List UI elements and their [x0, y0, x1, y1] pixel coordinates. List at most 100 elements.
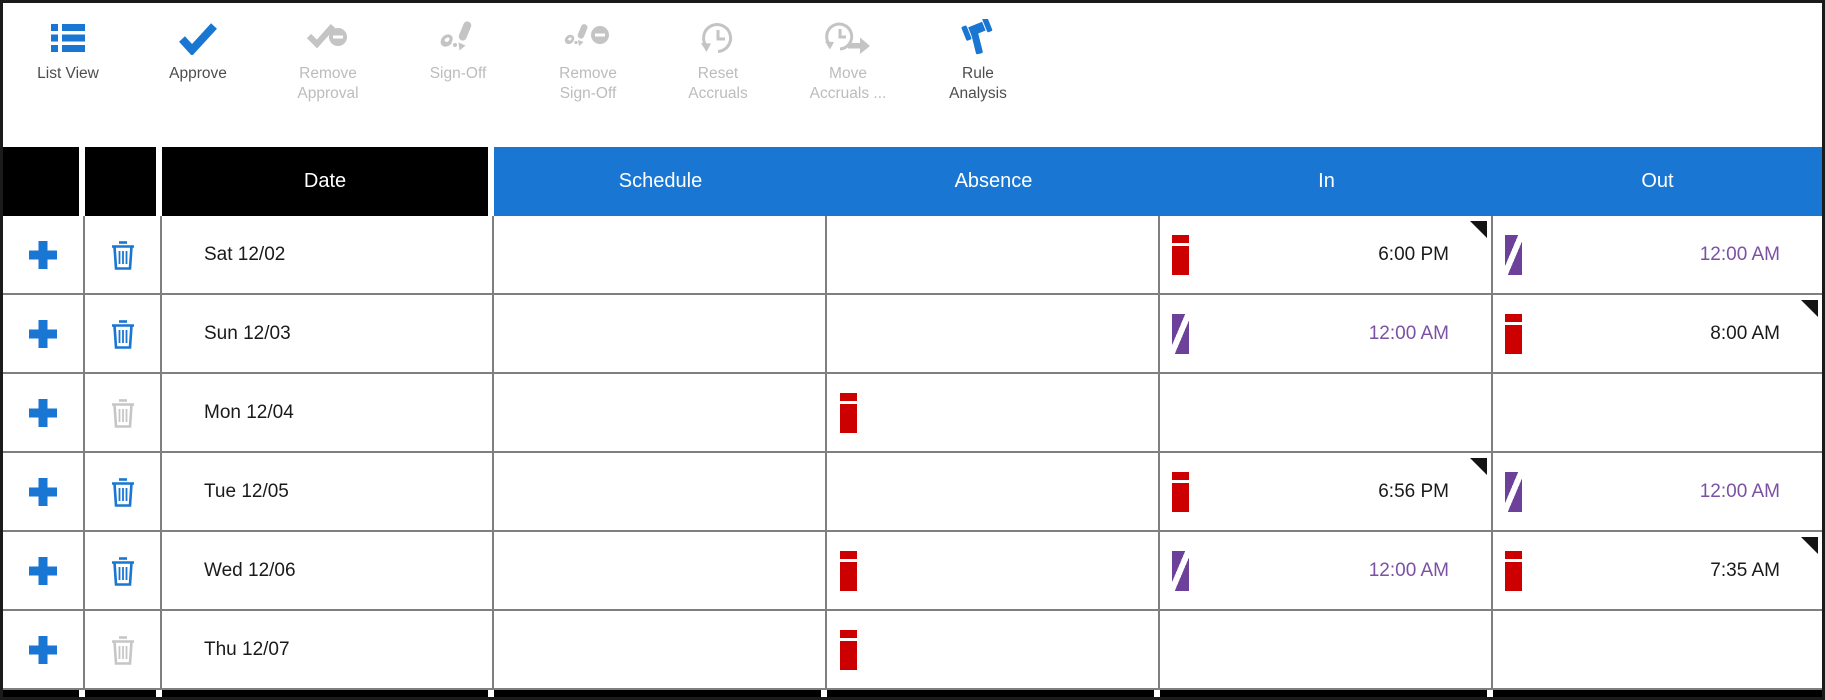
absence-cell[interactable] [827, 295, 1160, 372]
add-row-button[interactable] [26, 238, 60, 272]
schedule-cell[interactable] [494, 453, 827, 530]
in-cell[interactable]: 12:00 AM [1160, 532, 1493, 609]
column-header-schedule: Schedule [494, 147, 827, 216]
in-cell[interactable]: 6:00 PM [1160, 216, 1493, 293]
delete-row-button[interactable] [109, 476, 137, 508]
out-punch-time: 7:35 AM [1710, 559, 1780, 581]
date-label: Mon 12/04 [204, 401, 294, 423]
in-overnight-icon [1172, 550, 1189, 591]
out-cell[interactable]: 12:00 AM [1493, 453, 1822, 530]
sign-off-icon [439, 17, 477, 59]
toolbar-item-label: Sign-Off [429, 65, 487, 82]
schedule-cell[interactable] [494, 216, 827, 293]
absence-cell[interactable] [827, 532, 1160, 609]
toolbar-item-label: Remove Approval [297, 65, 359, 102]
out-exception-icon [1505, 313, 1522, 354]
column-header-delete [85, 147, 162, 216]
add-punch-cell [3, 611, 85, 688]
bottom-strip-cell [1493, 690, 1822, 697]
timecard-row: Sat 12/02 6:00 PM 12:00 AM [3, 216, 1822, 295]
absence-cell[interactable] [827, 611, 1160, 688]
out-exception-icon [1505, 550, 1522, 591]
out-cell[interactable]: 12:00 AM [1493, 216, 1822, 293]
column-header-label: Schedule [618, 170, 703, 192]
absence-exception-icon [840, 550, 857, 591]
date-cell: Wed 12/06 [162, 532, 494, 609]
out-punch-time: 12:00 AM [1699, 480, 1780, 502]
out-cell[interactable]: 7:35 AM [1493, 532, 1822, 609]
in-cell[interactable]: 12:00 AM [1160, 295, 1493, 372]
schedule-cell[interactable] [494, 611, 827, 688]
comment-marker-icon [1470, 458, 1487, 475]
delete-row-button[interactable] [109, 318, 137, 350]
delete-row-button [109, 397, 137, 429]
add-row-button[interactable] [26, 554, 60, 588]
out-overnight-icon [1505, 471, 1522, 512]
reset-accruals-icon [699, 17, 737, 59]
table-header-row: Date Schedule Absence In Out [3, 147, 1822, 216]
in-overnight-icon [1172, 313, 1189, 354]
plus-icon [26, 396, 60, 430]
toolbar-item-label: Reset Accruals [688, 65, 748, 102]
date-label: Tue 12/05 [204, 480, 289, 502]
delete-row-button[interactable] [109, 555, 137, 587]
approve-icon [178, 17, 218, 59]
add-row-button[interactable] [26, 396, 60, 430]
absence-cell[interactable] [827, 216, 1160, 293]
in-cell[interactable] [1160, 374, 1493, 451]
delete-row-button[interactable] [109, 239, 137, 271]
timecard-row: Mon 12/04 [3, 374, 1822, 453]
column-header-out: Out [1493, 147, 1822, 216]
add-row-button[interactable] [26, 317, 60, 351]
in-punch-time: 12:00 AM [1368, 559, 1449, 581]
list-view-icon [51, 17, 85, 59]
out-cell[interactable] [1493, 374, 1822, 451]
plus-icon [26, 475, 60, 509]
toolbar-list-view[interactable]: List View [3, 3, 133, 85]
date-cell: Thu 12/07 [162, 611, 494, 688]
toolbar-item-label: Move Accruals ... [809, 65, 887, 102]
toolbar-remove-sign-off: Remove Sign-Off [523, 3, 653, 105]
delete-punch-cell [85, 295, 162, 372]
toolbar-rule-analysis[interactable]: Rule Analysis [913, 3, 1043, 105]
trash-icon [109, 318, 137, 350]
bottom-strip-cell [494, 690, 827, 697]
timecard-table: Date Schedule Absence In Out Sat 12/02 6:00 P… [3, 147, 1822, 697]
schedule-cell[interactable] [494, 532, 827, 609]
absence-cell[interactable] [827, 453, 1160, 530]
delete-punch-cell [85, 532, 162, 609]
table-body: Sat 12/02 6:00 PM 12:00 AM Sun 12/03 12:00 A… [3, 216, 1822, 690]
bottom-strip-cell [3, 690, 85, 697]
toolbar-remove-approval: Remove Approval [263, 3, 393, 105]
plus-icon [26, 633, 60, 667]
comment-marker-icon [1801, 300, 1818, 317]
column-header-add [3, 147, 85, 216]
timecard-row: Sun 12/03 12:00 AM 8:00 AM [3, 295, 1822, 374]
column-header-label: In [1318, 170, 1335, 192]
absence-cell[interactable] [827, 374, 1160, 451]
toolbar-item-label: Rule Analysis [949, 65, 1007, 102]
add-row-button[interactable] [26, 633, 60, 667]
schedule-cell[interactable] [494, 374, 827, 451]
schedule-cell[interactable] [494, 295, 827, 372]
remove-sign-off-icon [564, 17, 612, 59]
out-cell[interactable] [1493, 611, 1822, 688]
in-cell[interactable]: 6:56 PM [1160, 453, 1493, 530]
trash-icon [109, 555, 137, 587]
delete-punch-cell [85, 374, 162, 451]
toolbar-approve[interactable]: Approve [133, 3, 263, 85]
in-cell[interactable] [1160, 611, 1493, 688]
add-punch-cell [3, 295, 85, 372]
add-row-button[interactable] [26, 475, 60, 509]
column-header-label: Out [1641, 170, 1674, 192]
out-cell[interactable]: 8:00 AM [1493, 295, 1822, 372]
bottom-strip-cell [827, 690, 1160, 697]
column-header-label: Absence [954, 170, 1033, 192]
timecard-row: Thu 12/07 [3, 611, 1822, 690]
toolbar-item-label: Approve [169, 65, 227, 82]
in-punch-time: 6:56 PM [1378, 480, 1449, 502]
timecard-row: Tue 12/05 6:56 PM 12:00 AM [3, 453, 1822, 532]
column-header-in: In [1160, 147, 1493, 216]
toolbar-move-accruals: Move Accruals ... [783, 3, 913, 105]
